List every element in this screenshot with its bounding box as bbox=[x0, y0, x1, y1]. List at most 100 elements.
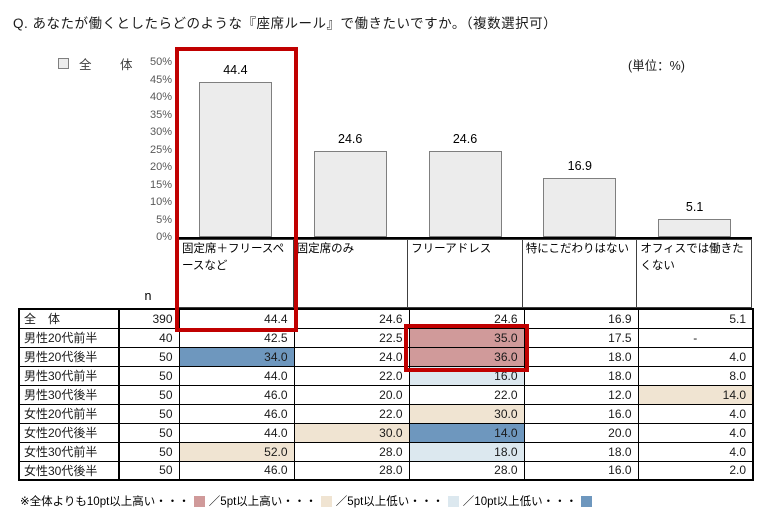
row-n-value: 50 bbox=[118, 460, 180, 481]
cell-2-0: 34.0 bbox=[178, 346, 295, 367]
legend-series-swatch-icon bbox=[58, 58, 69, 69]
cell-4-2: 22.0 bbox=[408, 384, 525, 405]
y-tick-label: 25% bbox=[149, 143, 172, 156]
row-n-value: 40 bbox=[118, 327, 180, 348]
y-tick-label: 50% bbox=[149, 56, 172, 68]
cell-6-1: 30.0 bbox=[293, 422, 410, 443]
cell-0-1: 24.6 bbox=[293, 308, 410, 329]
cell-2-2: 36.0 bbox=[408, 346, 525, 367]
row-label: 女性30代前半 bbox=[18, 441, 120, 462]
footnote-swatch-high5-icon bbox=[320, 495, 332, 507]
row-label: 女性20代前半 bbox=[18, 403, 120, 424]
bar-0 bbox=[198, 81, 272, 237]
cell-8-3: 16.0 bbox=[523, 460, 639, 481]
footnote-swatch-low10-icon bbox=[581, 495, 593, 507]
cell-6-0: 44.0 bbox=[178, 422, 295, 443]
category-label-1: 固定席のみ bbox=[293, 239, 409, 308]
unit-label: (単位：%) bbox=[628, 59, 685, 73]
question-title: Q. あなたが働くとしたらどのような『座席ルール』で働きたいですか。（複数選択可… bbox=[13, 16, 558, 31]
cell-3-2: 16.0 bbox=[408, 365, 525, 386]
footnote-swatch-low5-icon bbox=[447, 495, 459, 507]
cell-6-3: 20.0 bbox=[523, 422, 639, 443]
row-n-value: 50 bbox=[118, 384, 180, 405]
highlight-legend-footnote: ※全体よりも10pt以上高い・・・ ／5pt以上高い・・・ ／5pt以上低い・・・ ／… bbox=[20, 493, 596, 509]
bar-value-label: 44.4 bbox=[223, 62, 248, 77]
cell-0-4: 5.1 bbox=[637, 308, 754, 329]
cell-8-4: 2.0 bbox=[637, 460, 754, 481]
row-label: 男性20代後半 bbox=[18, 346, 120, 367]
table-row: 男性20代前半 40 42.5 22.5 35.0 17.5- bbox=[18, 327, 754, 348]
category-label-0: 固定席＋フリースペースなど bbox=[178, 239, 294, 308]
row-label: 女性20代後半 bbox=[18, 422, 120, 443]
cell-2-3: 18.0 bbox=[523, 346, 639, 367]
cell-7-0: 52.0 bbox=[178, 441, 295, 462]
cell-8-0: 46.0 bbox=[178, 460, 295, 481]
row-label: 男性20代前半 bbox=[18, 327, 120, 348]
table-row: 女性20代前半 50 46.0 22.0 30.0 16.0 4.0 bbox=[18, 403, 754, 424]
row-n-value: 390 bbox=[118, 308, 180, 329]
cell-6-2: 14.0 bbox=[408, 422, 525, 443]
legend-series-label: 全 体 bbox=[79, 58, 141, 72]
cell-0-2: 24.6 bbox=[408, 308, 525, 329]
row-label: 男性30代後半 bbox=[18, 384, 120, 405]
cell-8-2: 28.0 bbox=[408, 460, 525, 481]
cell-1-4: - bbox=[637, 327, 754, 348]
table-row: 女性30代後半 50 46.0 28.0 28.0 16.0 2.0 bbox=[18, 460, 754, 481]
category-label-row: 固定席＋フリースペースなど 固定席のみ フリーアドレス 特にこだわりはない オフィスでは… bbox=[178, 239, 752, 308]
cell-3-0: 44.0 bbox=[178, 365, 295, 386]
cell-2-4: 4.0 bbox=[637, 346, 754, 367]
y-tick-label: 0% bbox=[156, 231, 172, 243]
cell-3-3: 18.0 bbox=[523, 365, 639, 386]
y-tick-label: 15% bbox=[149, 178, 172, 191]
footnote-text: ／5pt以上低い・・・ bbox=[335, 496, 444, 508]
cell-5-2: 30.0 bbox=[408, 403, 525, 424]
footnote-text: ※全体よりも10pt以上高い・・・ bbox=[20, 496, 190, 508]
cell-1-0: 42.5 bbox=[178, 327, 295, 348]
footnote-text: ／5pt以上高い・・・ bbox=[208, 496, 317, 508]
cell-0-3: 16.9 bbox=[523, 308, 639, 329]
table-row: 女性30代前半 50 52.0 28.0 18.0 18.0 4.0 bbox=[18, 441, 754, 462]
n-column-header: n bbox=[144, 289, 152, 303]
bar-3 bbox=[543, 177, 617, 237]
cell-4-3: 12.0 bbox=[523, 384, 639, 405]
cell-5-4: 4.0 bbox=[637, 403, 754, 424]
cell-1-2: 35.0 bbox=[408, 327, 525, 348]
bar-value-label: 5.1 bbox=[685, 200, 704, 215]
cell-6-4: 4.0 bbox=[637, 422, 754, 443]
category-label-3: 特にこだわりはない bbox=[522, 239, 638, 308]
table-row: 男性30代後半 50 46.0 20.0 22.0 12.0 14.0 bbox=[18, 384, 754, 405]
table-row: 女性20代後半 50 44.0 30.0 14.0 20.0 4.0 bbox=[18, 422, 754, 443]
y-tick-label: 30% bbox=[149, 126, 172, 138]
table-row: 男性30代前半 50 44.0 22.0 16.0 18.0 8.0 bbox=[18, 365, 754, 386]
category-label-4: オフィスでは働きたくない bbox=[637, 239, 752, 308]
footnote-text: ／10pt以上低い・・・ bbox=[462, 496, 578, 508]
cell-0-0: 44.4 bbox=[178, 308, 295, 329]
cell-3-1: 22.0 bbox=[293, 365, 410, 386]
cell-4-1: 20.0 bbox=[293, 384, 410, 405]
cell-7-4: 4.0 bbox=[637, 441, 754, 462]
cell-8-1: 28.0 bbox=[293, 460, 410, 481]
y-axis: 50% 45% 40% 35% 30% 25% 20% 15% 10% 5% 0% bbox=[126, 56, 172, 243]
cell-3-4: 8.0 bbox=[637, 365, 754, 386]
bar-4 bbox=[658, 219, 732, 237]
category-label-2: フリーアドレス bbox=[408, 239, 523, 308]
row-label: 女性30代後半 bbox=[18, 460, 120, 481]
cell-1-3: 17.5 bbox=[523, 327, 639, 348]
cell-7-3: 18.0 bbox=[523, 441, 639, 462]
row-n-value: 50 bbox=[118, 365, 180, 386]
cell-4-4: 14.0 bbox=[637, 384, 754, 405]
cell-7-1: 28.0 bbox=[293, 441, 410, 462]
y-tick-label: 35% bbox=[149, 108, 172, 121]
cell-1-1: 22.5 bbox=[293, 327, 410, 348]
cell-7-2: 18.0 bbox=[408, 441, 525, 462]
row-label: 全 体 bbox=[18, 308, 120, 329]
row-n-value: 50 bbox=[118, 346, 180, 367]
bar-1 bbox=[313, 150, 387, 237]
cell-2-1: 24.0 bbox=[293, 346, 410, 367]
cell-5-1: 22.0 bbox=[293, 403, 410, 424]
y-tick-label: 5% bbox=[156, 213, 172, 226]
row-n-value: 50 bbox=[118, 403, 180, 424]
y-tick-label: 10% bbox=[149, 196, 172, 208]
y-tick-label: 45% bbox=[149, 73, 172, 86]
bar-value-label: 24.6 bbox=[452, 131, 478, 146]
